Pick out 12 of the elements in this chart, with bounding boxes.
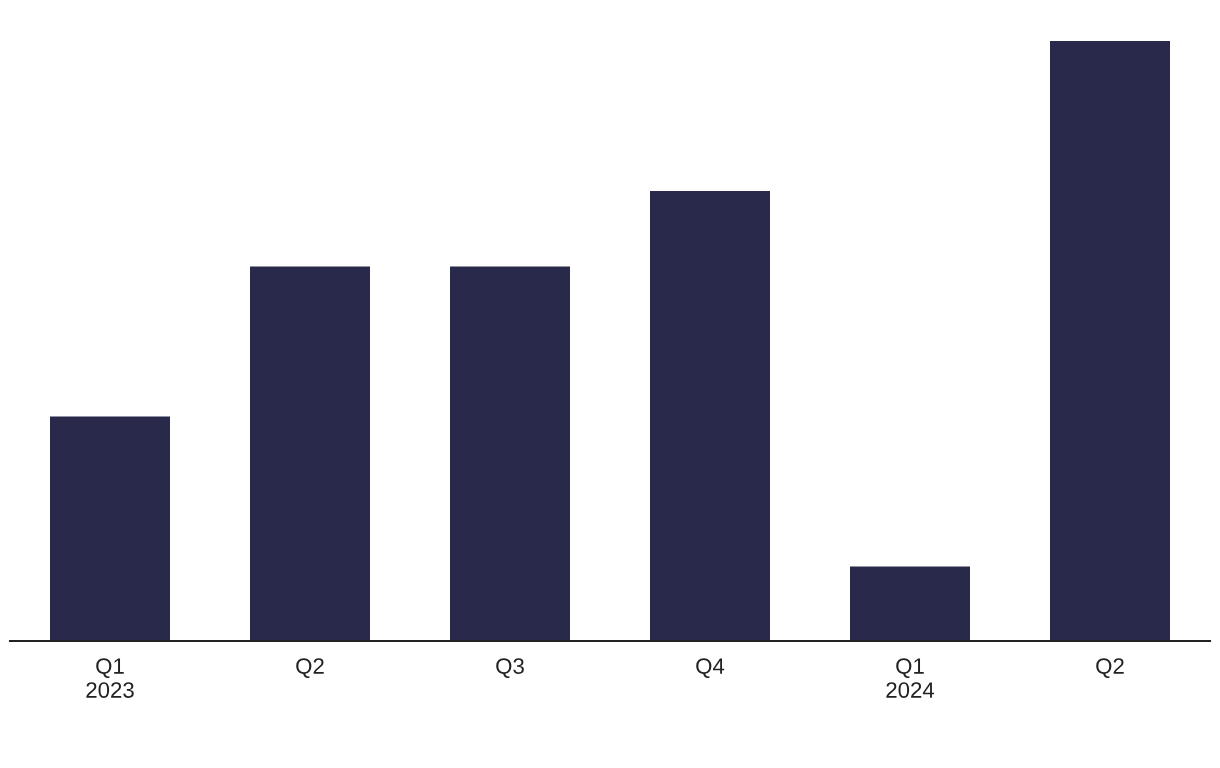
x-tick-label: Q2 xyxy=(1096,658,1124,678)
bar xyxy=(450,266,570,641)
x-tick-label: Q2 xyxy=(296,658,324,678)
x-tick-label: Q1 2023 xyxy=(86,658,134,698)
bar xyxy=(850,566,970,641)
bar xyxy=(250,266,370,641)
bar xyxy=(650,191,770,641)
x-tick-label: Q4 xyxy=(696,658,725,678)
bar xyxy=(50,416,170,641)
x-tick-label: Q3 xyxy=(496,658,524,678)
x-tick-label: Q1 2024 xyxy=(886,658,935,698)
bar xyxy=(1050,41,1170,641)
